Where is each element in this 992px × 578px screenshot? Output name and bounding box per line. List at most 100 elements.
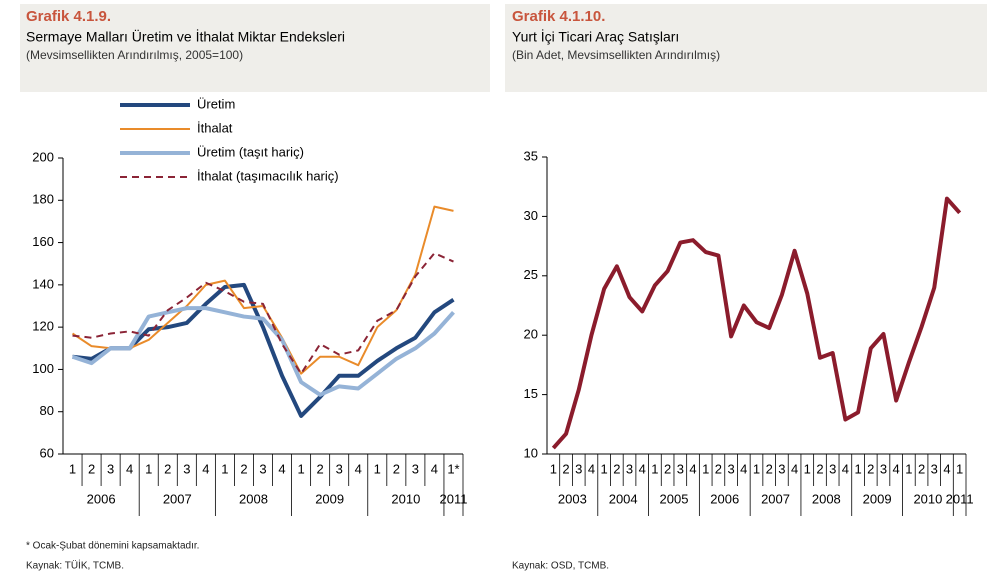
x-group-label: 2011	[946, 491, 974, 506]
x-tick-label: 4	[943, 461, 950, 476]
chart-title: Grafik 4.1.9.	[26, 8, 111, 25]
line-series	[71, 306, 455, 397]
x-tick-label: 3	[412, 461, 419, 476]
legend-label: İthalat	[197, 120, 233, 135]
x-group-label: 2010	[913, 491, 942, 506]
line-series	[551, 196, 962, 450]
x-tick-label: 2	[164, 461, 171, 476]
x-tick-label: 3	[107, 461, 114, 476]
header-bg	[505, 4, 987, 92]
x-tick-label: 3	[336, 461, 343, 476]
x-group-label: 2009	[863, 491, 892, 506]
x-tick-label: 1	[854, 461, 861, 476]
x-tick-label: 2	[88, 461, 95, 476]
x-tick-label: 4	[355, 461, 362, 476]
x-tick-label: 4	[689, 461, 696, 476]
x-tick-label: 3	[829, 461, 836, 476]
x-group-label: 2009	[315, 491, 344, 506]
x-tick-label: 4	[639, 461, 646, 476]
chart-note: (Mevsimsellikten Arındırılmış, 2005=100)	[26, 48, 243, 62]
x-tick-label: 2	[664, 461, 671, 476]
x-group-label: 2005	[660, 491, 689, 506]
x-tick-label: 2	[867, 461, 874, 476]
x-tick-label: 4	[431, 461, 438, 476]
y-tick-label: 180	[32, 192, 54, 207]
legend-label: Üretim	[197, 96, 235, 111]
legend-label: Üretim (taşıt hariç)	[197, 144, 304, 159]
x-tick-label: 1	[550, 461, 557, 476]
x-tick-label: 1	[374, 461, 381, 476]
x-group-label: 2008	[239, 491, 268, 506]
y-tick-label: 200	[32, 149, 54, 164]
y-tick-label: 140	[32, 276, 54, 291]
x-tick-label: 1	[221, 461, 228, 476]
y-tick-label: 25	[524, 267, 538, 282]
footnote: Kaynak: TÜİK, TCMB.	[26, 559, 124, 572]
y-tick-label: 80	[40, 403, 54, 418]
x-tick-label: 1*	[447, 461, 459, 476]
x-tick-label: 3	[931, 461, 938, 476]
x-tick-label: 3	[880, 461, 887, 476]
line-series	[72, 252, 454, 375]
x-tick-label: 1	[804, 461, 811, 476]
y-tick-label: 35	[524, 148, 538, 163]
x-tick-label: 2	[715, 461, 722, 476]
y-tick-label: 30	[524, 208, 538, 223]
footnote: * Ocak-Şubat dönemini kapsamaktadır.	[26, 541, 199, 552]
x-group-label: 2011	[439, 491, 467, 506]
x-tick-label: 3	[183, 461, 190, 476]
x-tick-label: 2	[918, 461, 925, 476]
x-tick-label: 2	[766, 461, 773, 476]
y-tick-label: 160	[32, 234, 54, 249]
x-group-label: 2008	[812, 491, 841, 506]
x-tick-label: 2	[240, 461, 247, 476]
x-tick-label: 1	[753, 461, 760, 476]
x-group-label: 2007	[163, 491, 192, 506]
x-tick-label: 4	[202, 461, 209, 476]
x-tick-label: 1	[69, 461, 76, 476]
x-tick-label: 3	[259, 461, 266, 476]
x-tick-label: 1	[297, 461, 304, 476]
legend-label: İthalat (taşımacılık hariç)	[197, 168, 339, 183]
x-tick-label: 4	[740, 461, 747, 476]
x-group-label: 2003	[558, 491, 587, 506]
x-tick-label: 2	[816, 461, 823, 476]
x-tick-label: 3	[778, 461, 785, 476]
y-tick-label: 10	[524, 445, 538, 460]
x-tick-label: 1	[651, 461, 658, 476]
line-series	[72, 282, 455, 418]
chart-title: Grafik 4.1.10.	[512, 8, 605, 25]
header-bg	[20, 4, 490, 92]
footnote: Kaynak: OSD, TCMB.	[512, 561, 609, 572]
x-tick-label: 2	[562, 461, 569, 476]
y-tick-label: 60	[40, 445, 54, 460]
x-tick-label: 4	[278, 461, 285, 476]
y-tick-label: 15	[524, 386, 538, 401]
y-tick-label: 20	[524, 327, 538, 342]
x-tick-label: 1	[145, 461, 152, 476]
x-tick-label: 3	[727, 461, 734, 476]
x-tick-label: 1	[702, 461, 709, 476]
x-tick-label: 1	[601, 461, 608, 476]
x-tick-label: 4	[588, 461, 595, 476]
x-group-label: 2006	[710, 491, 739, 506]
x-tick-label: 4	[791, 461, 798, 476]
x-tick-label: 2	[613, 461, 620, 476]
x-tick-label: 3	[677, 461, 684, 476]
x-group-label: 2010	[391, 491, 420, 506]
x-tick-label: 2	[393, 461, 400, 476]
y-tick-label: 100	[32, 361, 54, 376]
x-tick-label: 3	[575, 461, 582, 476]
chart-subtitle: Yurt İçi Ticari Araç Satışları	[512, 28, 679, 45]
y-tick-label: 120	[32, 319, 54, 334]
x-tick-label: 3	[626, 461, 633, 476]
x-group-label: 2007	[761, 491, 790, 506]
x-tick-label: 4	[126, 461, 133, 476]
chart-note: (Bin Adet, Mevsimsellikten Arındırılmış)	[512, 48, 720, 62]
x-tick-label: 4	[893, 461, 900, 476]
x-tick-label: 1	[956, 461, 963, 476]
x-group-label: 2004	[609, 491, 638, 506]
x-tick-label: 4	[842, 461, 849, 476]
chart-subtitle: Sermaye Malları Üretim ve İthalat Miktar…	[26, 28, 345, 45]
